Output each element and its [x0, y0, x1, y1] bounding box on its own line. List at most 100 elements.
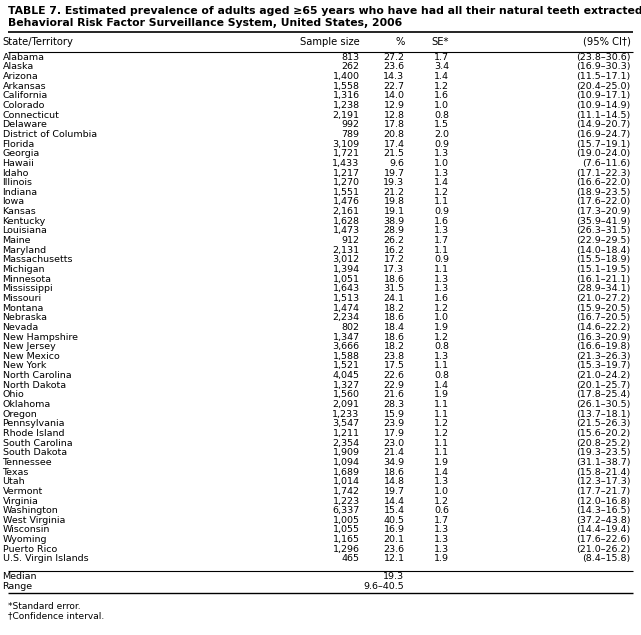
Text: (11.5–17.1): (11.5–17.1): [576, 72, 631, 81]
Text: 0.8: 0.8: [435, 371, 449, 380]
Text: 20.8: 20.8: [383, 130, 404, 139]
Text: Missouri: Missouri: [3, 294, 42, 303]
Text: Rhode Island: Rhode Island: [3, 429, 64, 438]
Text: 1,473: 1,473: [333, 227, 360, 236]
Text: 1,721: 1,721: [333, 149, 360, 158]
Text: (14.6–22.2): (14.6–22.2): [576, 323, 631, 332]
Text: Connecticut: Connecticut: [3, 110, 60, 119]
Text: 18.6: 18.6: [383, 333, 404, 342]
Text: 17.8: 17.8: [383, 120, 404, 130]
Text: (26.3–31.5): (26.3–31.5): [576, 227, 631, 236]
Text: 1,521: 1,521: [333, 361, 360, 370]
Text: 15.4: 15.4: [383, 506, 404, 515]
Text: (35.9–41.9): (35.9–41.9): [576, 217, 631, 226]
Text: Maryland: Maryland: [3, 246, 47, 255]
Text: 1.1: 1.1: [435, 361, 449, 370]
Text: 1.1: 1.1: [435, 448, 449, 457]
Text: 17.9: 17.9: [383, 429, 404, 438]
Text: Washington: Washington: [3, 506, 58, 515]
Text: Indiana: Indiana: [3, 188, 38, 197]
Text: Pennsylvania: Pennsylvania: [3, 419, 65, 429]
Text: 1.3: 1.3: [434, 535, 449, 544]
Text: 1,051: 1,051: [333, 275, 360, 284]
Text: (13.7–18.1): (13.7–18.1): [576, 410, 631, 418]
Text: (10.9–17.1): (10.9–17.1): [576, 91, 631, 100]
Text: 1.3: 1.3: [434, 478, 449, 486]
Text: (12.3–17.3): (12.3–17.3): [576, 478, 631, 486]
Text: (16.6–19.8): (16.6–19.8): [576, 342, 631, 351]
Text: 2,161: 2,161: [333, 207, 360, 216]
Text: 1,316: 1,316: [333, 91, 360, 100]
Text: 23.0: 23.0: [383, 439, 404, 448]
Text: 3,547: 3,547: [333, 419, 360, 429]
Text: 1.7: 1.7: [435, 236, 449, 245]
Text: (14.3–16.5): (14.3–16.5): [576, 506, 631, 515]
Text: Nevada: Nevada: [3, 323, 39, 332]
Text: (16.9–24.7): (16.9–24.7): [576, 130, 631, 139]
Text: South Dakota: South Dakota: [3, 448, 67, 457]
Text: 1.5: 1.5: [435, 120, 449, 130]
Text: (14.0–18.4): (14.0–18.4): [576, 246, 631, 255]
Text: 1.3: 1.3: [434, 545, 449, 554]
Text: 1.4: 1.4: [435, 72, 449, 81]
Text: Minnesota: Minnesota: [3, 275, 51, 284]
Text: (15.7–19.1): (15.7–19.1): [576, 140, 631, 149]
Text: Idaho: Idaho: [3, 168, 29, 178]
Text: Kansas: Kansas: [3, 207, 37, 216]
Text: 28.9: 28.9: [383, 227, 404, 236]
Text: Wisconsin: Wisconsin: [3, 525, 50, 535]
Text: 1,558: 1,558: [333, 82, 360, 91]
Text: 18.2: 18.2: [383, 342, 404, 351]
Text: 1.3: 1.3: [434, 284, 449, 293]
Text: (10.9–14.9): (10.9–14.9): [576, 101, 631, 110]
Text: 23.8: 23.8: [383, 352, 404, 361]
Text: 0.9: 0.9: [435, 207, 449, 216]
Text: 2,234: 2,234: [333, 313, 360, 322]
Text: (7.6–11.6): (7.6–11.6): [583, 159, 631, 168]
Text: 1.2: 1.2: [435, 497, 449, 505]
Text: (16.9–30.3): (16.9–30.3): [576, 62, 631, 72]
Text: 21.5: 21.5: [383, 149, 404, 158]
Text: 18.2: 18.2: [383, 304, 404, 312]
Text: 1.1: 1.1: [435, 439, 449, 448]
Text: 1,513: 1,513: [333, 294, 360, 303]
Text: Behavioral Risk Factor Surveillance System, United States, 2006: Behavioral Risk Factor Surveillance Syst…: [8, 18, 402, 28]
Text: Massachusetts: Massachusetts: [3, 255, 73, 264]
Text: (37.2–43.8): (37.2–43.8): [576, 516, 631, 525]
Text: 19.7: 19.7: [383, 487, 404, 496]
Text: 12.8: 12.8: [383, 110, 404, 119]
Text: 1,211: 1,211: [333, 429, 360, 438]
Text: 802: 802: [342, 323, 360, 332]
Text: Puerto Rico: Puerto Rico: [3, 545, 57, 554]
Text: 19.1: 19.1: [383, 207, 404, 216]
Text: 262: 262: [342, 62, 360, 72]
Text: Delaware: Delaware: [3, 120, 47, 130]
Text: 1.1: 1.1: [435, 265, 449, 274]
Text: 1,094: 1,094: [333, 458, 360, 467]
Text: 1,217: 1,217: [333, 168, 360, 178]
Text: New York: New York: [3, 361, 46, 370]
Text: (95% CI†): (95% CI†): [583, 37, 631, 47]
Text: 21.2: 21.2: [383, 188, 404, 197]
Text: 1,476: 1,476: [333, 197, 360, 206]
Text: 21.6: 21.6: [383, 391, 404, 399]
Text: 1.4: 1.4: [435, 467, 449, 477]
Text: 18.4: 18.4: [383, 323, 404, 332]
Text: 19.3: 19.3: [383, 572, 404, 581]
Text: 18.6: 18.6: [383, 275, 404, 284]
Text: 22.7: 22.7: [383, 82, 404, 91]
Text: 1.3: 1.3: [434, 352, 449, 361]
Text: 1.9: 1.9: [435, 323, 449, 332]
Text: 21.4: 21.4: [383, 448, 404, 457]
Text: 1,223: 1,223: [333, 497, 360, 505]
Text: 17.2: 17.2: [383, 255, 404, 264]
Text: 1,400: 1,400: [333, 72, 360, 81]
Text: Sample size: Sample size: [300, 37, 360, 47]
Text: 1,014: 1,014: [333, 478, 360, 486]
Text: 1.7: 1.7: [435, 53, 449, 62]
Text: 3.4: 3.4: [434, 62, 449, 72]
Text: (15.1–19.5): (15.1–19.5): [576, 265, 631, 274]
Text: U.S. Virgin Islands: U.S. Virgin Islands: [3, 554, 88, 563]
Text: 17.3: 17.3: [383, 265, 404, 274]
Text: (21.5–26.3): (21.5–26.3): [576, 419, 631, 429]
